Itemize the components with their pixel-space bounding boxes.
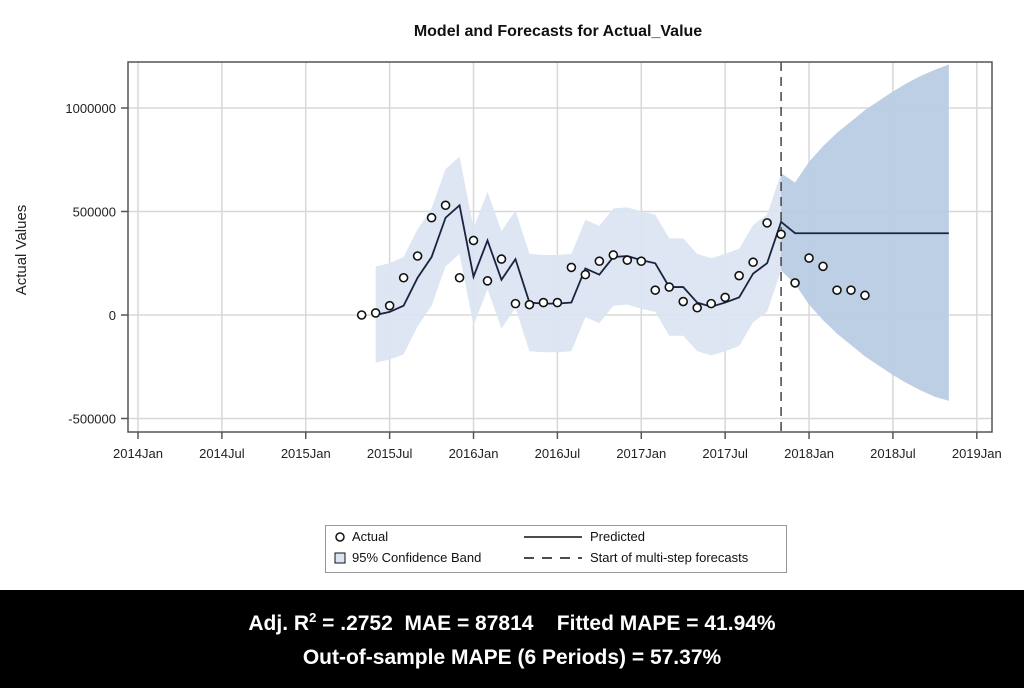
actual-point (776, 229, 786, 240)
actual-point (608, 250, 619, 260)
forecast-chart: Model and Forecasts for Actual_Value Act… (13, 23, 1002, 461)
series-lines (375, 62, 949, 432)
actual-point (720, 292, 730, 303)
actual-point (426, 212, 437, 223)
actual-point (510, 298, 521, 309)
x-tick-label: 2014Jul (199, 446, 245, 461)
actual-point (748, 257, 758, 268)
y-tick-label: 1000000 (65, 101, 116, 116)
legend-label: Actual (352, 529, 389, 544)
x-tick-label: 2019Jan (952, 446, 1002, 461)
axes: 2014Jan 2014Jul 2015Jan 2015Jul 2016Jan 2016J… (65, 101, 1001, 461)
actual-point (412, 251, 423, 261)
legend-actual: Actual (334, 529, 388, 544)
x-tick-label: 2018Jan (784, 446, 834, 461)
x-tick-label: 2017Jan (616, 446, 666, 461)
x-tick-label: 2018Jul (870, 446, 916, 461)
actual-point (384, 300, 395, 311)
actual-point (552, 297, 563, 308)
actual-point (482, 276, 493, 286)
legend-label: Start of multi-step forecasts (590, 550, 749, 565)
circle-marker-icon (335, 531, 345, 542)
x-tick-label: 2015Jan (281, 446, 331, 461)
actual-point (692, 302, 703, 313)
solid-line-icon (524, 535, 582, 538)
actual-point (398, 272, 409, 283)
actual-point (818, 261, 828, 272)
actual-point (356, 310, 367, 320)
actual-point (566, 262, 577, 273)
actual-point (580, 269, 591, 280)
stats-banner: Adj. R2 = .2752 MAE = 87814 Fitted MAPE … (0, 590, 1024, 688)
legend-predicted: Predicted (524, 529, 645, 544)
x-tick-label: 2014Jan (113, 446, 163, 461)
dashed-line-icon (524, 556, 582, 559)
actual-point (468, 235, 479, 246)
x-tick-label: 2017Jul (702, 446, 748, 461)
actual-points (356, 200, 870, 320)
legend-label: Predicted (590, 529, 645, 544)
y-tick-label: 500000 (73, 205, 116, 220)
superscript: 2 (309, 610, 317, 625)
actual-point (622, 255, 633, 265)
y-tick-label: -500000 (68, 412, 116, 427)
actual-point (860, 290, 870, 301)
x-tick-label: 2016Jan (449, 446, 499, 461)
legend: Actual Predicted 95% Confidence Band Sta… (325, 525, 787, 573)
actual-point (650, 285, 661, 295)
actual-point (678, 296, 689, 307)
actual-point (846, 285, 856, 295)
fit-confidence-band (375, 156, 782, 363)
stats-values: = .2752 MAE = 87814 Fitted MAPE = 41.94% (316, 612, 776, 635)
x-tick-label: 2015Jul (367, 446, 413, 461)
actual-point (664, 282, 675, 292)
actual-point (636, 256, 647, 266)
actual-point (440, 200, 451, 211)
actual-point (370, 308, 381, 318)
actual-point (594, 256, 605, 266)
actual-point (832, 285, 842, 295)
stats-line-2: Out-of-sample MAPE (6 Periods) = 57.37% (302, 646, 722, 669)
actual-point (538, 297, 549, 308)
band-swatch-icon (334, 552, 346, 563)
legend-forecast-start: Start of multi-step forecasts (524, 550, 748, 565)
predicted-line (375, 203, 949, 316)
actual-point (804, 253, 814, 263)
x-tick-label: 2016Jul (535, 446, 581, 461)
actual-point (454, 272, 465, 283)
chart-title: Model and Forecasts for Actual_Value (414, 23, 702, 40)
legend-band: 95% Confidence Band (334, 550, 481, 565)
actual-point (762, 218, 772, 228)
y-axis-label: Actual Values (13, 205, 30, 296)
legend-label: 95% Confidence Band (352, 550, 482, 565)
y-tick-label: 0 (109, 308, 116, 323)
plot-frame (127, 61, 993, 433)
actual-point (790, 278, 800, 288)
stats-line-1: Adj. R2 = .2752 MAE = 87814 Fitted MAPE … (0, 598, 1024, 638)
actual-point (706, 298, 716, 309)
adj-r2-label: Adj. R (248, 612, 310, 635)
actual-point (734, 270, 744, 281)
actual-point (524, 299, 535, 310)
actual-point (496, 254, 507, 264)
